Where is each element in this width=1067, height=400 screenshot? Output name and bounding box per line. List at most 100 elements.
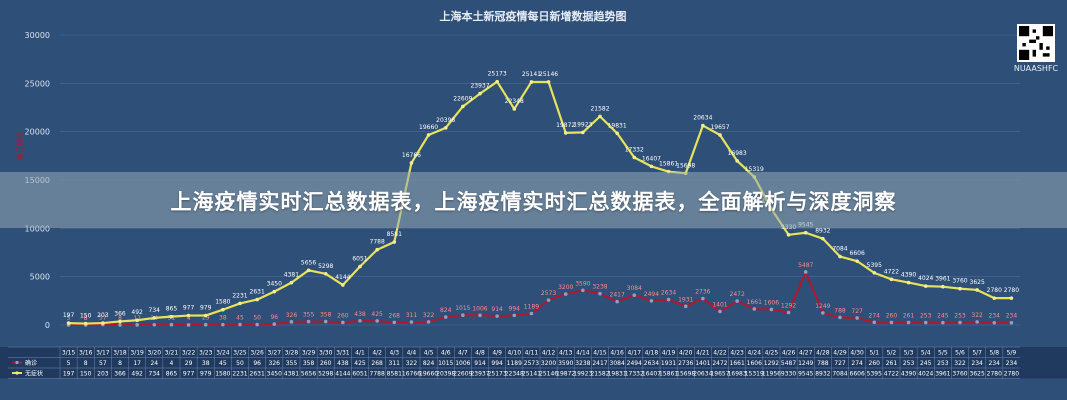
- table-cell: 994: [491, 360, 503, 367]
- data-label: 25141: [522, 71, 541, 78]
- data-point: [289, 320, 294, 324]
- table-cell: 16983: [728, 371, 747, 378]
- data-point: [821, 311, 825, 315]
- data-label: 50: [253, 315, 261, 322]
- data-point: [855, 259, 859, 263]
- qr-code-image: [1017, 24, 1055, 62]
- data-label: 4024: [918, 275, 933, 282]
- data-point: [238, 301, 242, 306]
- table-cell: 57: [99, 360, 107, 367]
- data-label: 20634: [693, 115, 712, 122]
- data-label: 734: [149, 307, 161, 314]
- data-point: [375, 319, 379, 323]
- data-point: [135, 323, 139, 327]
- table-header-cell: 4/21: [696, 350, 710, 357]
- table-cell: 326: [269, 360, 281, 367]
- table-header-cell: 4/15: [593, 350, 607, 357]
- legend-marker: [15, 360, 19, 365]
- data-label: 425: [371, 311, 383, 318]
- table-header-cell: 4/4: [407, 350, 417, 357]
- table-cell: 25141: [522, 371, 541, 378]
- table-header-cell: 5/6: [955, 350, 965, 357]
- data-label: 15698: [676, 162, 695, 169]
- data-label: 5487: [798, 262, 813, 269]
- data-label: 25173: [488, 71, 507, 78]
- table-header-cell: 3/30: [319, 350, 333, 357]
- data-label: 322: [423, 312, 435, 319]
- data-point: [392, 320, 397, 325]
- data-point: [289, 280, 294, 285]
- table-cell: 7084: [832, 371, 847, 378]
- table-cell: 5487: [781, 360, 796, 367]
- data-point: [769, 307, 774, 312]
- table-cell: 274: [851, 360, 863, 367]
- data-label: 366: [114, 310, 126, 317]
- table-cell: 734: [149, 371, 161, 378]
- data-label: 3238: [592, 284, 607, 291]
- table-header-cell: 4/11: [525, 350, 539, 357]
- table-header-cell: 4/16: [610, 350, 624, 357]
- data-label: 3590: [575, 280, 590, 287]
- table-cell: 260: [869, 360, 881, 367]
- table-cell: 19831: [608, 371, 627, 378]
- data-label: 197: [63, 312, 75, 319]
- data-point: [546, 80, 551, 84]
- data-label: 979: [200, 305, 212, 312]
- table-header-cell: 4/26: [782, 350, 796, 357]
- table-cell: 3084: [610, 360, 625, 367]
- data-label: 19660: [419, 124, 438, 131]
- data-point: [666, 297, 671, 302]
- data-label: 253: [920, 313, 932, 320]
- data-point: [186, 323, 191, 327]
- data-label: 4722: [884, 268, 899, 275]
- data-point: [992, 296, 997, 300]
- table-header-cell: 4/6: [441, 350, 451, 357]
- data-label: 274: [869, 312, 881, 319]
- data-label: 1189: [524, 304, 539, 311]
- data-label: 8: [118, 315, 122, 322]
- table-header-cell: 4/25: [765, 350, 779, 357]
- data-point: [409, 320, 414, 324]
- data-point: [803, 270, 808, 274]
- data-point: [598, 291, 602, 296]
- table-cell: 197: [63, 371, 75, 378]
- table-cell: 4144: [335, 371, 350, 378]
- table-header-cell: 4/12: [542, 350, 556, 357]
- data-label: 22609: [453, 95, 472, 102]
- table-cell: 3450: [267, 371, 282, 378]
- table-header-cell: 3/25: [233, 350, 247, 357]
- banner-title: 上海疫情实时汇总数据表，上海疫情实时汇总数据表，全面解析与深度洞察: [170, 190, 897, 214]
- data-point: [238, 322, 242, 327]
- table-header-cell: 4/19: [662, 350, 676, 357]
- table-cell: 21582: [590, 371, 609, 378]
- data-point: [958, 320, 962, 325]
- table-cell: 6606: [850, 371, 865, 378]
- data-label: 3450: [267, 281, 282, 288]
- table-cell: 1661: [730, 360, 745, 367]
- data-label: 2631: [250, 289, 265, 296]
- table-cell: 979: [200, 371, 212, 378]
- table-header-cell: 4/2: [372, 350, 382, 357]
- data-point: [1009, 296, 1014, 300]
- table-cell: 3625: [970, 371, 985, 378]
- table-cell: 15319: [745, 371, 764, 378]
- data-label: 203: [97, 312, 109, 319]
- table-cell: 15698: [676, 371, 695, 378]
- data-point: [838, 254, 842, 259]
- table-cell: 1401: [695, 360, 710, 367]
- table-header-cell: 4/23: [730, 350, 744, 357]
- data-point: [958, 286, 962, 291]
- data-point: [632, 293, 637, 297]
- table-header-cell: 5/8: [989, 350, 999, 357]
- data-point: [529, 311, 534, 316]
- table-cell: 322: [406, 360, 418, 367]
- table-cell: 11956: [762, 371, 781, 378]
- table-cell: 234: [1006, 360, 1018, 367]
- data-point: [923, 284, 928, 288]
- table-cell: 2494: [627, 360, 642, 367]
- data-point: [906, 280, 911, 285]
- data-point: [272, 322, 277, 326]
- table-cell: 355: [286, 360, 298, 367]
- data-point: [118, 323, 122, 327]
- data-label: 6606: [850, 250, 865, 257]
